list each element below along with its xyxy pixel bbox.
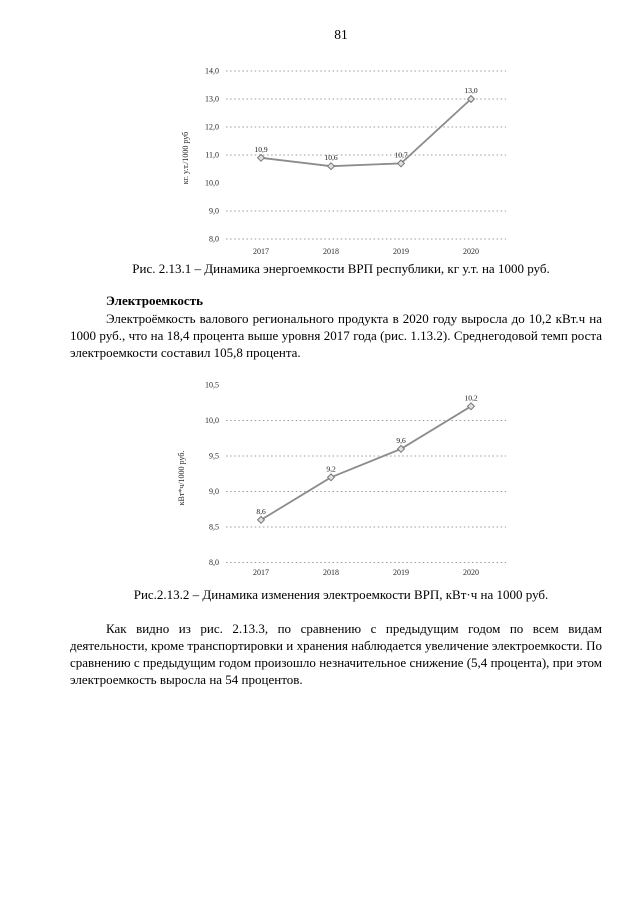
svg-text:10,0: 10,0 — [205, 179, 219, 188]
figure-electro-intensity-chart: 10,5 10,0 9,5 9,0 8,5 8,0 2017 2018 2019 2020 8,6 9… — [174, 378, 519, 585]
svg-text:2018: 2018 — [323, 568, 339, 577]
svg-text:2017: 2017 — [253, 568, 269, 577]
svg-text:8,5: 8,5 — [209, 523, 219, 532]
svg-text:10,5: 10,5 — [205, 381, 219, 390]
svg-text:9,6: 9,6 — [396, 436, 406, 445]
svg-text:2017: 2017 — [253, 247, 269, 256]
svg-text:9,0: 9,0 — [209, 487, 219, 496]
svg-text:14,0: 14,0 — [205, 67, 219, 76]
section-heading-electrointensity: Электроемкость — [106, 293, 203, 308]
svg-text:9,0: 9,0 — [209, 207, 219, 216]
svg-text:10,0: 10,0 — [205, 416, 219, 425]
svg-text:12,0: 12,0 — [205, 123, 219, 132]
svg-text:кг. у.т./1000 руб: кг. у.т./1000 руб — [181, 132, 190, 184]
electro-intensity-line-chart: 10,5 10,0 9,5 9,0 8,5 8,0 2017 2018 2019 2020 8,6 9… — [177, 381, 506, 577]
page-number: 81 — [334, 27, 348, 42]
svg-text:2020: 2020 — [463, 247, 479, 256]
svg-text:10,7: 10,7 — [394, 150, 407, 159]
svg-text:8,0: 8,0 — [209, 235, 219, 244]
figure-1-caption: Рис. 2.13.1 – Динамика энергоемкости ВРП… — [132, 261, 550, 276]
svg-text:кВт*ч/1000 руб.: кВт*ч/1000 руб. — [177, 451, 186, 506]
energy-intensity-line-chart: 14,0 13,0 12,0 11,0 10,0 9,0 8,0 2017 2018 2019 20… — [181, 67, 506, 256]
svg-text:8,6: 8,6 — [256, 507, 266, 516]
svg-text:2020: 2020 — [463, 568, 479, 577]
figure-2-caption: Рис.2.13.2 – Динамика изменения электрое… — [133, 587, 549, 602]
svg-text:13,0: 13,0 — [205, 95, 219, 104]
body-paragraph-2: Как видно из рис. 2.13.3, по сравнению с… — [70, 621, 602, 687]
svg-text:11,0: 11,0 — [205, 151, 219, 160]
svg-text:10,2: 10,2 — [464, 393, 477, 402]
svg-text:2019: 2019 — [393, 247, 409, 256]
svg-text:13,0: 13,0 — [464, 86, 477, 95]
svg-text:2018: 2018 — [323, 247, 339, 256]
svg-text:9,2: 9,2 — [326, 464, 336, 473]
svg-text:9,5: 9,5 — [209, 452, 219, 461]
svg-text:8,0: 8,0 — [209, 558, 219, 567]
svg-text:10,6: 10,6 — [324, 153, 337, 162]
svg-text:2019: 2019 — [393, 568, 409, 577]
svg-text:10,9: 10,9 — [254, 145, 267, 154]
body-paragraph-1: Электроёмкость валового регионального пр… — [70, 311, 602, 360]
figure-energy-intensity-chart: 14,0 13,0 12,0 11,0 10,0 9,0 8,0 2017 2018 2019 20… — [178, 58, 523, 263]
